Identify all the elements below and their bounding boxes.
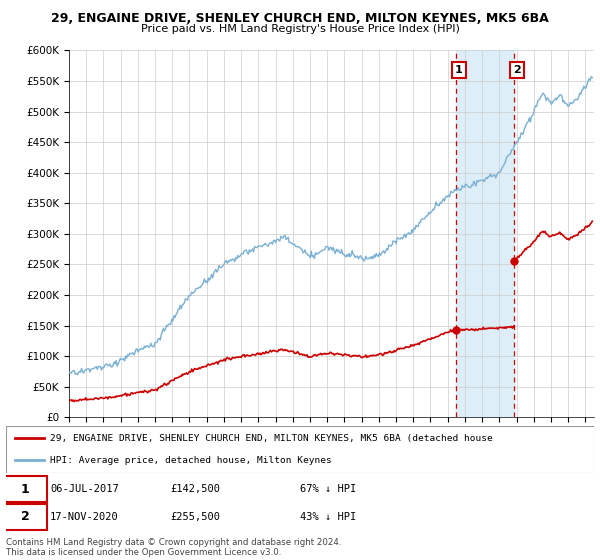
Text: HPI: Average price, detached house, Milton Keynes: HPI: Average price, detached house, Milt… bbox=[50, 456, 332, 465]
Text: 29, ENGAINE DRIVE, SHENLEY CHURCH END, MILTON KEYNES, MK5 6BA (detached house: 29, ENGAINE DRIVE, SHENLEY CHURCH END, M… bbox=[50, 434, 493, 443]
Text: 2: 2 bbox=[21, 510, 29, 523]
Text: 06-JUL-2017: 06-JUL-2017 bbox=[50, 484, 119, 494]
FancyBboxPatch shape bbox=[3, 504, 47, 530]
Text: 43% ↓ HPI: 43% ↓ HPI bbox=[300, 512, 356, 522]
Text: 67% ↓ HPI: 67% ↓ HPI bbox=[300, 484, 356, 494]
Text: £255,500: £255,500 bbox=[170, 512, 221, 522]
Bar bbox=[457, 50, 514, 417]
Text: 2: 2 bbox=[513, 65, 521, 75]
Text: 17-NOV-2020: 17-NOV-2020 bbox=[50, 512, 119, 522]
Text: £142,500: £142,500 bbox=[170, 484, 221, 494]
FancyBboxPatch shape bbox=[3, 476, 47, 502]
Text: 29, ENGAINE DRIVE, SHENLEY CHURCH END, MILTON KEYNES, MK5 6BA: 29, ENGAINE DRIVE, SHENLEY CHURCH END, M… bbox=[51, 12, 549, 25]
Text: 1: 1 bbox=[21, 483, 29, 496]
Text: Contains HM Land Registry data © Crown copyright and database right 2024.
This d: Contains HM Land Registry data © Crown c… bbox=[6, 538, 341, 557]
Text: 1: 1 bbox=[455, 65, 463, 75]
Text: Price paid vs. HM Land Registry's House Price Index (HPI): Price paid vs. HM Land Registry's House … bbox=[140, 24, 460, 34]
